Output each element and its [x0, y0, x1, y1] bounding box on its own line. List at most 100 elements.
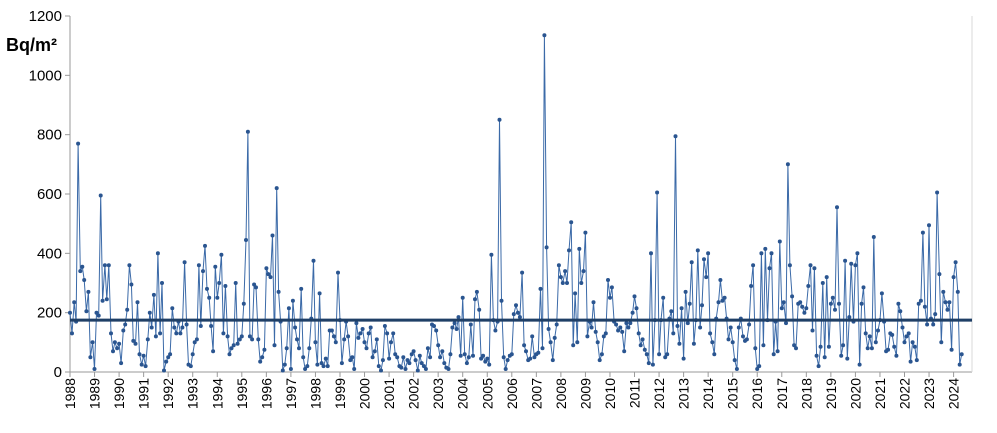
data-point [702, 257, 706, 262]
data-point [867, 334, 872, 339]
data-point [151, 292, 156, 297]
data-point [198, 324, 203, 328]
data-point [474, 289, 479, 294]
data-point [395, 355, 400, 360]
data-point [741, 334, 745, 339]
data-point [178, 331, 183, 336]
data-point [769, 251, 774, 256]
data-point [274, 186, 279, 191]
data-point [632, 294, 637, 299]
data-point [203, 243, 207, 248]
data-point [473, 297, 477, 302]
data-point [479, 356, 484, 361]
data-point [387, 356, 392, 361]
data-point [252, 282, 257, 287]
x-tick-label: 2017 [774, 378, 790, 409]
data-point [153, 334, 158, 339]
data-point [824, 275, 829, 280]
data-point [485, 356, 490, 361]
x-tick-label: 2000 [357, 378, 373, 409]
data-point [781, 300, 786, 305]
data-point [761, 343, 766, 348]
data-point [180, 325, 185, 330]
data-point [350, 355, 355, 360]
data-point [250, 337, 255, 342]
data-point [530, 334, 535, 339]
data-point [876, 328, 880, 333]
data-point [129, 282, 134, 287]
data-point [763, 246, 768, 251]
data-point [636, 331, 641, 336]
x-tick-label: 1988 [62, 378, 78, 409]
data-point [922, 304, 927, 309]
data-point [168, 352, 173, 357]
data-point [898, 309, 903, 314]
data-point [606, 278, 610, 282]
data-point [955, 289, 960, 294]
data-point [207, 295, 212, 300]
data-point [346, 334, 351, 339]
data-point [299, 286, 304, 291]
data-point [830, 295, 835, 300]
data-point [575, 340, 580, 345]
data-point [380, 358, 385, 363]
data-point [675, 324, 680, 328]
data-point [282, 362, 287, 367]
data-point [425, 346, 430, 351]
data-point [423, 367, 428, 371]
data-point [869, 346, 874, 351]
data-point [297, 346, 301, 351]
data-point [368, 325, 373, 330]
data-point [550, 358, 555, 363]
data-point [119, 361, 124, 366]
data-point [219, 252, 224, 257]
data-point [96, 313, 101, 318]
data-point [628, 321, 633, 326]
data-point [229, 346, 234, 351]
data-point [957, 362, 962, 367]
data-point [438, 355, 443, 360]
data-point [241, 301, 246, 306]
data-point [162, 368, 166, 373]
data-point [262, 347, 267, 352]
data-point [321, 364, 326, 369]
data-point [509, 352, 514, 357]
data-point [603, 331, 608, 336]
data-point [626, 325, 631, 330]
axes: 0 200 400 600 800 1000 1200 1988 1989 1990 1991 199… [29, 8, 973, 409]
data-point [894, 353, 899, 358]
data-point [736, 325, 741, 330]
x-tick-label: 2011 [627, 378, 643, 408]
data-point [133, 341, 138, 346]
data-point [166, 355, 171, 360]
data-point [415, 368, 420, 373]
data-point [828, 301, 833, 306]
data-point [857, 362, 862, 367]
data-point [270, 233, 275, 238]
data-point [104, 297, 109, 302]
data-point [839, 353, 844, 358]
data-point [671, 331, 676, 336]
data-point [417, 353, 422, 358]
data-point [244, 238, 248, 242]
x-tick-label: 2022 [897, 378, 913, 409]
data-point [941, 289, 946, 294]
data-point [319, 361, 324, 366]
data-point [115, 346, 120, 351]
x-tick-label: 1995 [234, 378, 250, 409]
data-point [890, 332, 895, 337]
data-point [428, 355, 433, 360]
data-point [452, 321, 457, 326]
data-point [247, 334, 252, 339]
data-point [393, 352, 398, 357]
data-point [160, 281, 164, 285]
data-point [376, 364, 381, 369]
data-point [276, 289, 281, 294]
data-point [681, 356, 686, 361]
data-point [906, 331, 911, 336]
data-point [72, 300, 77, 305]
data-point [356, 335, 361, 340]
data-point [794, 346, 798, 351]
data-point [102, 263, 107, 268]
data-point [190, 352, 195, 357]
